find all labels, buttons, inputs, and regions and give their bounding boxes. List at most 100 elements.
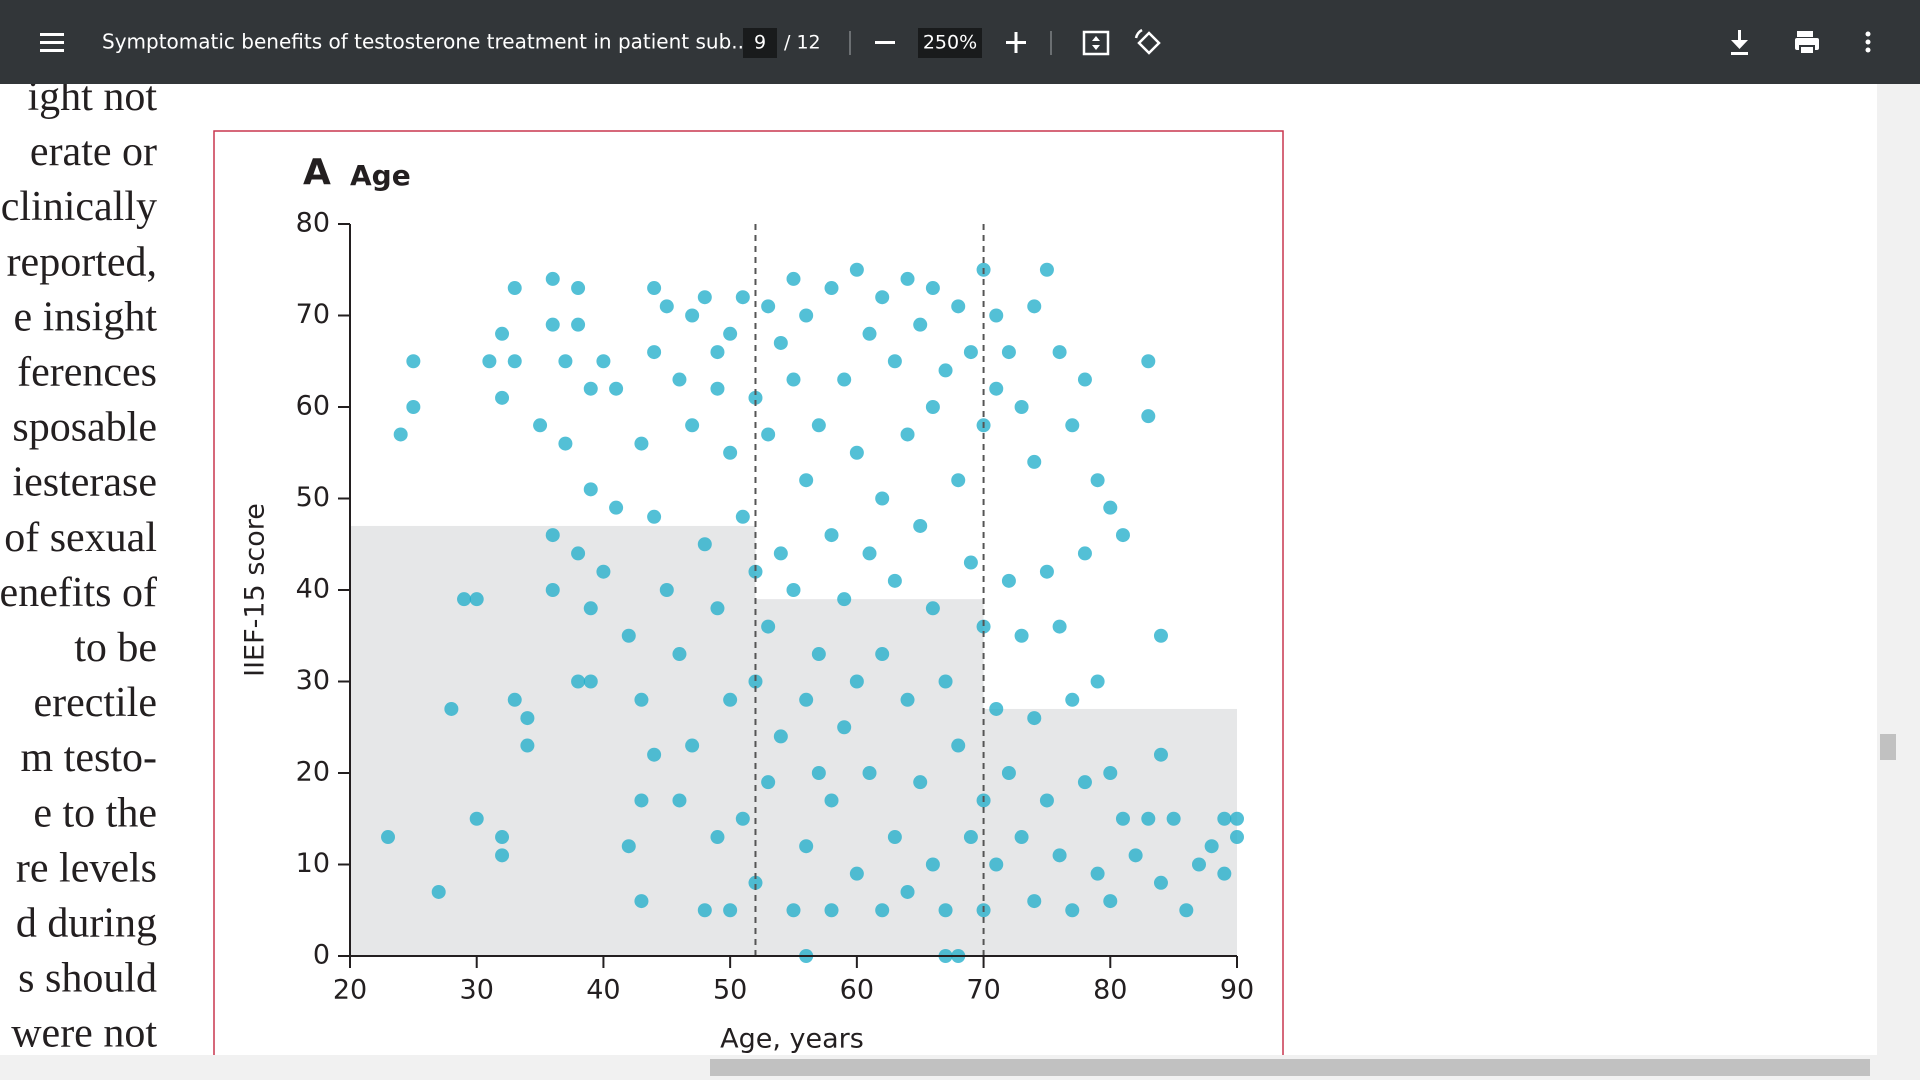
data-point bbox=[748, 674, 763, 689]
body-text-line: erectile bbox=[33, 680, 157, 726]
data-point bbox=[469, 592, 484, 607]
data-point bbox=[583, 381, 598, 396]
horizontal-scroll-thumb[interactable] bbox=[710, 1059, 1870, 1076]
data-point bbox=[685, 418, 700, 433]
data-point bbox=[685, 308, 700, 323]
data-point bbox=[1103, 500, 1118, 515]
body-text-line: ferences bbox=[17, 350, 157, 396]
body-text-line: reported, bbox=[7, 239, 157, 285]
print-button[interactable] bbox=[1795, 31, 1819, 55]
data-point bbox=[647, 345, 662, 360]
data-point bbox=[431, 884, 446, 899]
data-point bbox=[1217, 866, 1232, 881]
fit-page-button[interactable] bbox=[1082, 30, 1110, 56]
data-point bbox=[963, 830, 978, 845]
y-tick-label: 80 bbox=[296, 208, 330, 239]
zoom-box[interactable] bbox=[918, 28, 982, 58]
body-text-line: s should bbox=[18, 956, 157, 1002]
data-point bbox=[1191, 857, 1206, 872]
y-tick-label: 20 bbox=[296, 757, 330, 788]
zoom-level[interactable]: 250% bbox=[923, 32, 977, 54]
data-point bbox=[533, 418, 548, 433]
data-point bbox=[989, 701, 1004, 716]
data-point bbox=[634, 793, 649, 808]
data-point bbox=[697, 903, 712, 918]
data-point bbox=[862, 766, 877, 780]
data-point bbox=[735, 811, 750, 826]
data-point bbox=[786, 271, 801, 286]
body-text-line: iesterase bbox=[12, 460, 157, 506]
data-point bbox=[963, 345, 978, 360]
data-point bbox=[976, 619, 991, 634]
data-point bbox=[849, 674, 864, 689]
data-point bbox=[1039, 564, 1054, 579]
data-point bbox=[723, 903, 738, 918]
data-point bbox=[1103, 766, 1118, 780]
data-point bbox=[748, 875, 763, 890]
data-point bbox=[1153, 875, 1168, 890]
data-point bbox=[824, 903, 839, 918]
more-button[interactable] bbox=[1865, 31, 1871, 53]
data-point bbox=[659, 583, 674, 597]
page-input-box[interactable] bbox=[743, 28, 777, 58]
data-point bbox=[1230, 830, 1244, 845]
data-point bbox=[444, 701, 459, 716]
y-tick-label: 60 bbox=[296, 391, 330, 422]
data-point bbox=[887, 573, 902, 588]
data-point bbox=[989, 381, 1004, 396]
data-point bbox=[837, 372, 852, 387]
data-point bbox=[685, 738, 700, 753]
data-point bbox=[1014, 628, 1029, 643]
data-point bbox=[938, 903, 953, 918]
data-point bbox=[1039, 262, 1054, 277]
y-tick-label: 10 bbox=[296, 848, 330, 879]
body-text-line: sposable bbox=[12, 405, 157, 451]
data-point bbox=[1179, 903, 1194, 918]
body-text-line: re levels bbox=[16, 845, 157, 891]
data-point bbox=[799, 473, 814, 488]
page-total: / 12 bbox=[784, 32, 821, 54]
data-point bbox=[457, 592, 472, 607]
data-point bbox=[824, 281, 839, 296]
data-point bbox=[748, 390, 763, 405]
data-point bbox=[1090, 866, 1105, 881]
data-point bbox=[596, 354, 611, 369]
data-point bbox=[786, 583, 801, 597]
data-point bbox=[1027, 711, 1042, 726]
data-point bbox=[634, 894, 649, 909]
data-point bbox=[545, 528, 560, 543]
data-point bbox=[963, 555, 978, 570]
data-point bbox=[723, 445, 738, 460]
data-point bbox=[495, 848, 510, 863]
body-text-line: of sexual bbox=[4, 515, 157, 561]
data-point bbox=[799, 308, 814, 323]
vertical-scroll-thumb[interactable] bbox=[1880, 734, 1896, 760]
data-point bbox=[849, 445, 864, 460]
data-point bbox=[1090, 473, 1105, 488]
y-tick-label: 30 bbox=[296, 665, 330, 696]
body-text-line: erate or bbox=[30, 129, 157, 175]
download-button[interactable] bbox=[1731, 30, 1748, 55]
menu-button[interactable] bbox=[40, 33, 64, 52]
data-point bbox=[951, 738, 966, 753]
data-point bbox=[507, 281, 522, 296]
zoom-in-button[interactable] bbox=[1006, 32, 1026, 53]
data-point bbox=[1141, 811, 1156, 826]
data-point bbox=[381, 830, 396, 845]
data-point bbox=[875, 903, 890, 918]
data-point bbox=[621, 628, 636, 643]
page-number[interactable]: 9 bbox=[754, 32, 766, 54]
rotate-button[interactable] bbox=[1134, 28, 1161, 55]
data-point bbox=[571, 317, 586, 332]
data-point bbox=[495, 830, 510, 845]
data-point bbox=[558, 354, 573, 369]
data-point bbox=[735, 290, 750, 305]
vertical-scrollbar[interactable] bbox=[1877, 84, 1898, 1055]
data-point bbox=[913, 775, 928, 790]
data-point bbox=[1115, 528, 1130, 543]
zoom-out-button[interactable] bbox=[875, 41, 895, 44]
x-tick-label: 40 bbox=[586, 975, 620, 1006]
chart: A Age IIEF-15 score Age, years 0 10 20 30 40… bbox=[240, 152, 1255, 1055]
data-point bbox=[849, 866, 864, 881]
